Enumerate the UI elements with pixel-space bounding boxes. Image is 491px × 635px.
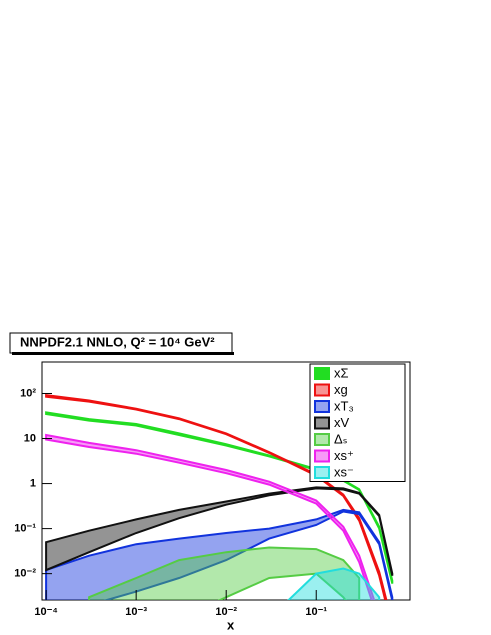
x-axis-label: x: [227, 617, 235, 632]
legend-swatch: [314, 433, 330, 446]
x-tick-label: 10⁻¹: [305, 606, 327, 618]
y-tick-label: 10⁻²: [14, 568, 36, 580]
title-shadow: [12, 352, 234, 355]
legend-label: xT₃: [334, 398, 354, 413]
band: [45, 486, 394, 576]
chart-title: NNPDF2.1 NNLO, Q² = 10⁴ GeV²: [20, 334, 215, 349]
legend-label: xΣ: [334, 365, 349, 380]
x-tick-label: 10⁻²: [215, 606, 237, 618]
band: [287, 567, 381, 600]
plot-area: [45, 393, 394, 600]
legend-swatch: [314, 400, 330, 413]
legend-label: xV: [334, 415, 350, 430]
legend-label: xs⁻: [334, 464, 354, 479]
band: [88, 546, 361, 600]
legend-label: xg: [334, 382, 348, 397]
legend-swatch: [314, 416, 330, 430]
band: [45, 433, 376, 600]
band: [45, 411, 394, 584]
x-tick-label: 10⁻³: [125, 606, 147, 618]
band: [45, 508, 394, 600]
legend-swatch: [314, 367, 330, 380]
x-tick-label: 10⁻⁴: [34, 606, 57, 618]
y-tick-label: 1: [30, 477, 36, 489]
legend-swatch: [314, 383, 330, 397]
y-tick-label: 10: [24, 432, 36, 444]
legend-swatch: [314, 466, 330, 479]
legend-label: Δₛ: [334, 431, 348, 446]
legend-swatch: [314, 449, 330, 463]
y-tick-label: 10²: [20, 387, 36, 399]
band: [45, 393, 388, 600]
legend-label: xs⁺: [334, 448, 354, 463]
y-tick-label: 10⁻¹: [14, 523, 36, 535]
